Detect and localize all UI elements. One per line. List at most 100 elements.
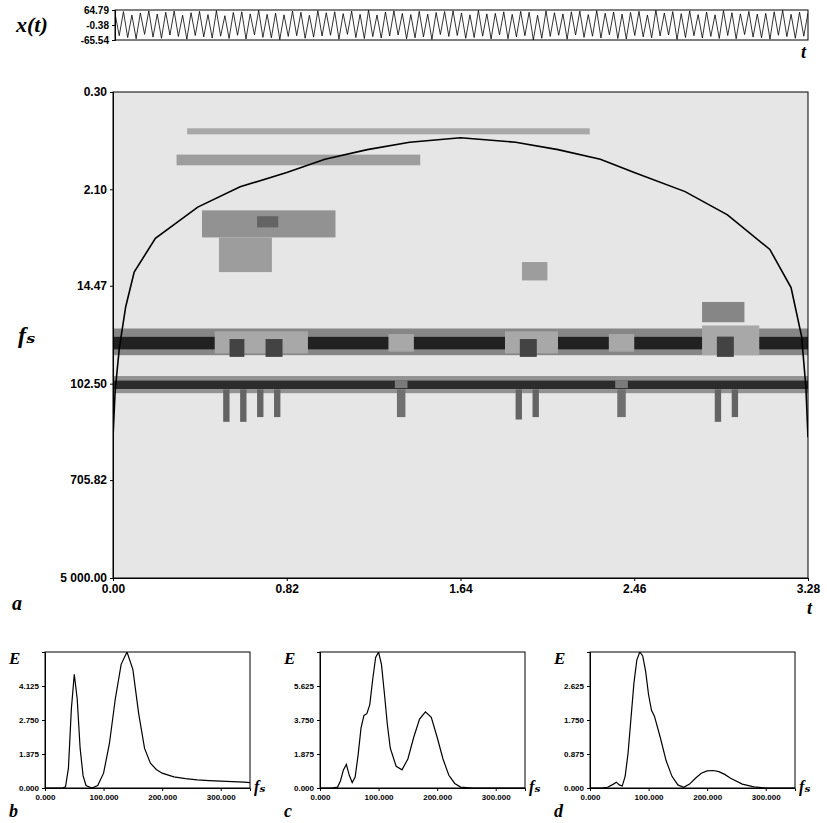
plot-frame xyxy=(590,652,795,788)
tick-label: 100.000 xyxy=(365,793,394,802)
tick-mark xyxy=(587,754,590,755)
tick: 300.000 xyxy=(207,788,236,802)
y-axis: 0.0001.3752.7504.125 xyxy=(19,653,46,794)
panel-2: 0.0001.3752.7504.1250.000100.000200.0003… xyxy=(19,652,251,802)
tick-label: 705.82 xyxy=(70,473,107,487)
tick-label: 100.000 xyxy=(635,793,664,802)
tick-mark xyxy=(587,720,590,721)
tick-label: 1.875 xyxy=(294,750,315,759)
heat-cell xyxy=(230,339,245,357)
axis-line xyxy=(112,11,116,41)
tick: 0.000 xyxy=(35,788,56,802)
plot-frame xyxy=(45,652,250,788)
heat-cell xyxy=(615,380,628,388)
tick-label: 4.125 xyxy=(19,682,40,691)
plot-frame xyxy=(320,652,525,788)
heat-cell xyxy=(717,337,734,357)
heat-cell xyxy=(516,389,522,419)
heat-cell xyxy=(715,389,721,421)
tick-label: 200.000 xyxy=(423,793,452,802)
tick-mark xyxy=(112,10,115,11)
plot-area xyxy=(115,10,808,40)
x-axis-title: fₛ xyxy=(529,778,541,796)
tick-label: 300.000 xyxy=(482,793,511,802)
heat-cell xyxy=(520,339,537,357)
plot-area xyxy=(590,652,795,788)
tick-mark xyxy=(110,578,113,579)
panel-letter: a xyxy=(12,592,22,614)
tick-mark xyxy=(317,686,320,687)
heat-cell xyxy=(395,380,408,388)
tick: 100.000 xyxy=(90,788,119,802)
tick: 3.28 xyxy=(797,578,821,596)
x-axis-title: t xyxy=(801,42,807,62)
heat-cell xyxy=(266,339,283,357)
tick-mark xyxy=(42,754,45,755)
tick-mark xyxy=(496,788,497,791)
axis-line xyxy=(591,789,796,792)
tick-label: 1.750 xyxy=(564,716,585,725)
tick: 300.000 xyxy=(752,788,781,802)
tick-label: 0.000 xyxy=(35,793,56,802)
tick: 2.46 xyxy=(623,578,647,596)
heat-cell xyxy=(177,155,421,166)
tick-label: -65.54 xyxy=(81,35,110,46)
heat-cell xyxy=(388,334,413,352)
tick-label: 0.00 xyxy=(102,582,126,596)
y-axis-title: E xyxy=(553,649,565,668)
panel-letter: b xyxy=(9,801,18,821)
tick: 0.30 xyxy=(84,85,113,99)
tick-mark xyxy=(42,686,45,687)
tick-mark xyxy=(162,788,163,791)
heat-cell xyxy=(257,216,278,227)
tick: 705.82 xyxy=(70,473,113,487)
data-line xyxy=(115,10,808,40)
tick: 1.375 xyxy=(19,750,45,759)
tick-label: 64.79 xyxy=(84,5,109,16)
tick-label: 0.82 xyxy=(276,582,300,596)
heat-cell xyxy=(257,389,263,417)
heat-cell xyxy=(274,389,280,417)
y-axis-title: E xyxy=(8,649,20,668)
tick-label: 3.28 xyxy=(797,582,821,596)
tick-mark xyxy=(112,25,115,26)
y-axis-title: x(t) xyxy=(15,12,48,37)
data-line xyxy=(320,652,525,788)
tick-mark xyxy=(317,720,320,721)
tick-label: 5.625 xyxy=(294,682,315,691)
data-line xyxy=(45,652,250,788)
tick-mark xyxy=(110,189,113,190)
tick-mark xyxy=(42,788,45,789)
x-axis: 0.000100.000200.000300.000 xyxy=(580,788,795,802)
heat-cell xyxy=(113,380,808,389)
data-line xyxy=(590,652,795,788)
y-axis: 0.0000.8751.7502.625 xyxy=(564,653,591,794)
plot-area xyxy=(113,92,808,578)
y-axis-title: E xyxy=(283,649,295,668)
tick-mark xyxy=(379,788,380,791)
tick: -0.38 xyxy=(86,20,115,31)
plot-background xyxy=(113,92,808,578)
tick-label: 200.000 xyxy=(148,793,177,802)
heat-cell xyxy=(219,237,272,272)
tick-label: -0.38 xyxy=(86,20,109,31)
tick-label: 0.000 xyxy=(580,793,601,802)
tick: 14.47 xyxy=(77,279,113,293)
tick: 102.50 xyxy=(70,377,113,391)
heat-cell xyxy=(215,331,308,353)
tick-mark xyxy=(45,788,46,791)
tick-label: 2.750 xyxy=(19,716,40,725)
panel-1: 0.302.1014.47102.50705.825 000.000.000.8… xyxy=(60,85,820,595)
tick-mark xyxy=(707,788,708,791)
x-axis-title: fₛ xyxy=(799,778,811,796)
tick-mark xyxy=(590,788,591,791)
tick-label: 1.375 xyxy=(19,750,40,759)
axis-line xyxy=(110,93,114,579)
tick-mark xyxy=(112,40,115,41)
tick-label: 14.47 xyxy=(77,279,107,293)
tick-label: 300.000 xyxy=(752,793,781,802)
heat-cell xyxy=(617,389,625,417)
tick: 0.00 xyxy=(102,578,126,596)
tick-mark xyxy=(320,788,321,791)
tick-mark xyxy=(649,788,650,791)
